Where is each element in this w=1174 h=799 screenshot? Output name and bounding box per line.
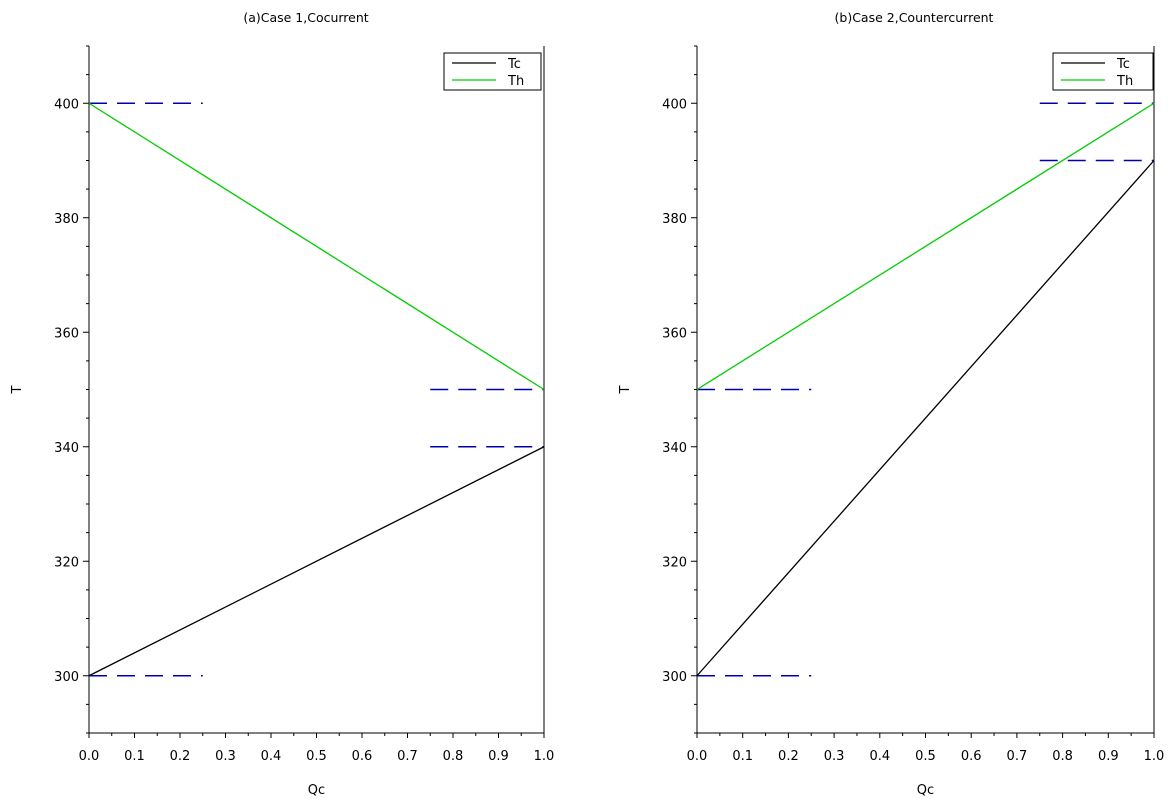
legend: Tc Th — [443, 52, 542, 91]
x-tick-label: 0.1 — [124, 749, 145, 764]
x-tick-label: 0.4 — [869, 749, 890, 764]
y-tick-label: 320 — [662, 555, 687, 570]
x-tick-label: 0.3 — [215, 749, 236, 764]
chart-panel-1: (b)Case 2,Countercurrent 300 320 340 360 380 4… — [618, 10, 1164, 798]
y-tick-label: 360 — [54, 326, 79, 341]
legend-label-tc: Tc — [507, 57, 521, 72]
chart-title: (b)Case 2,Countercurrent — [835, 10, 994, 25]
x-tick-label: 0.5 — [915, 749, 936, 764]
x-axis-label: Qc — [917, 783, 934, 798]
y-tick-label: 380 — [662, 212, 687, 227]
y-tick-label: 340 — [54, 441, 79, 456]
y-axis-label: T — [10, 385, 25, 394]
y-tick-label: 360 — [662, 326, 687, 341]
chart-panel-0: (a)Case 1,Cocurrent 300 320 340 360 380 400 0.0… — [10, 10, 554, 798]
y-tick-label: 400 — [54, 97, 79, 112]
chart-title: (a)Case 1,Cocurrent — [243, 10, 368, 25]
x-tick-label: 0.8 — [1052, 749, 1073, 764]
y-tick-label: 340 — [662, 441, 687, 456]
x-tick-label: 0.9 — [1098, 749, 1119, 764]
y-tick-label: 320 — [54, 555, 79, 570]
x-tick-label: 0.8 — [443, 749, 464, 764]
series-line-th — [88, 102, 545, 391]
y-tick-label: 400 — [662, 97, 687, 112]
x-tick-label: 0.5 — [306, 749, 327, 764]
legend-label-th: Th — [1116, 74, 1133, 89]
x-tick-label: 1.0 — [1144, 749, 1165, 764]
legend-label-th: Th — [507, 74, 524, 89]
x-tick-label: 1.0 — [534, 749, 555, 764]
y-tick-label: 300 — [54, 670, 79, 685]
y-axis-label: T — [618, 385, 633, 394]
x-tick-label: 0.0 — [687, 749, 708, 764]
legend: Tc Th — [1052, 52, 1154, 91]
series-line-th — [696, 102, 1155, 391]
legend-box — [443, 52, 542, 91]
x-tick-label: 0.6 — [961, 749, 982, 764]
x-tick-label: 0.0 — [79, 749, 100, 764]
series-line-tc — [88, 446, 545, 677]
y-tick-label: 300 — [662, 670, 687, 685]
x-tick-label: 0.6 — [352, 749, 373, 764]
x-tick-label: 0.1 — [732, 749, 753, 764]
x-tick-label: 0.4 — [261, 749, 282, 764]
legend-label-tc: Tc — [1116, 57, 1130, 72]
legend-box — [1052, 52, 1154, 91]
x-tick-label: 0.2 — [778, 749, 799, 764]
y-tick-label: 380 — [54, 212, 79, 227]
x-tick-label: 0.3 — [824, 749, 845, 764]
x-tick-label: 0.7 — [397, 749, 418, 764]
x-tick-label: 0.7 — [1007, 749, 1028, 764]
series-line-tc — [696, 160, 1155, 677]
x-axis-label: Qc — [308, 783, 325, 798]
x-tick-label: 0.2 — [170, 749, 191, 764]
x-tick-label: 0.9 — [488, 749, 509, 764]
